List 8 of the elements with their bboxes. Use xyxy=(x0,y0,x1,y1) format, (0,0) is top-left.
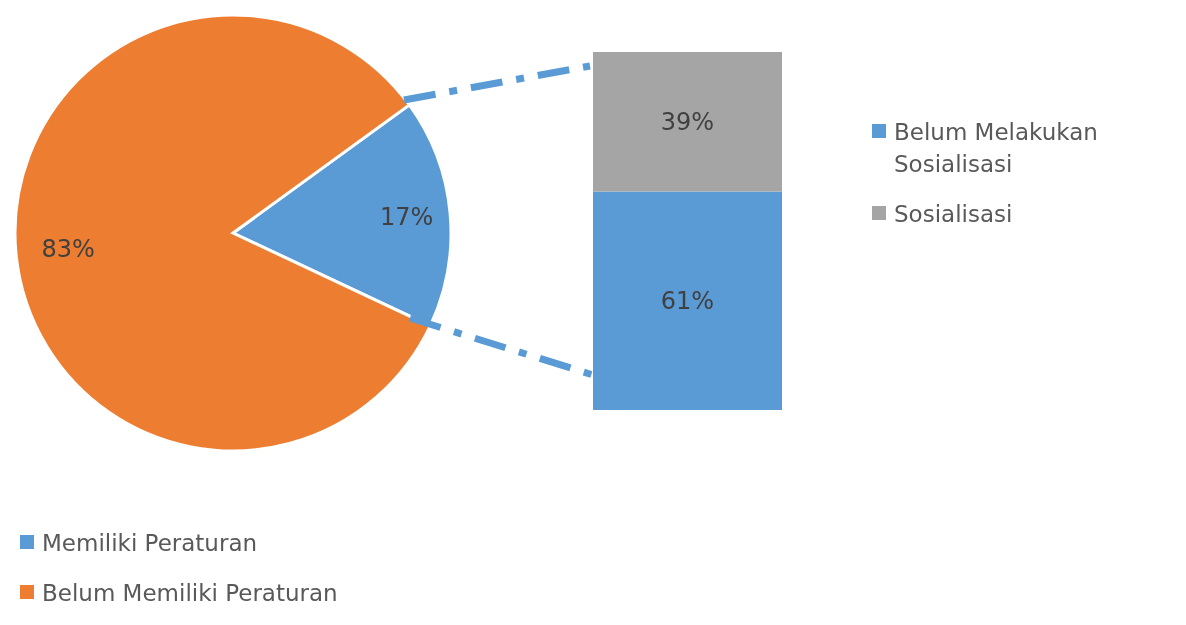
legend-label: Sosialisasi xyxy=(894,200,1013,229)
data-label: 17% xyxy=(379,202,434,231)
data-label: 83% xyxy=(41,234,95,263)
data-label: 61% xyxy=(660,286,715,315)
legend-label: Belum Memiliki Peraturan xyxy=(42,579,338,608)
data-label: 39% xyxy=(660,107,715,136)
legend-label: Belum Melakukan Sosialisasi xyxy=(894,118,1099,179)
legend-label: Memiliki Peraturan xyxy=(42,529,258,558)
